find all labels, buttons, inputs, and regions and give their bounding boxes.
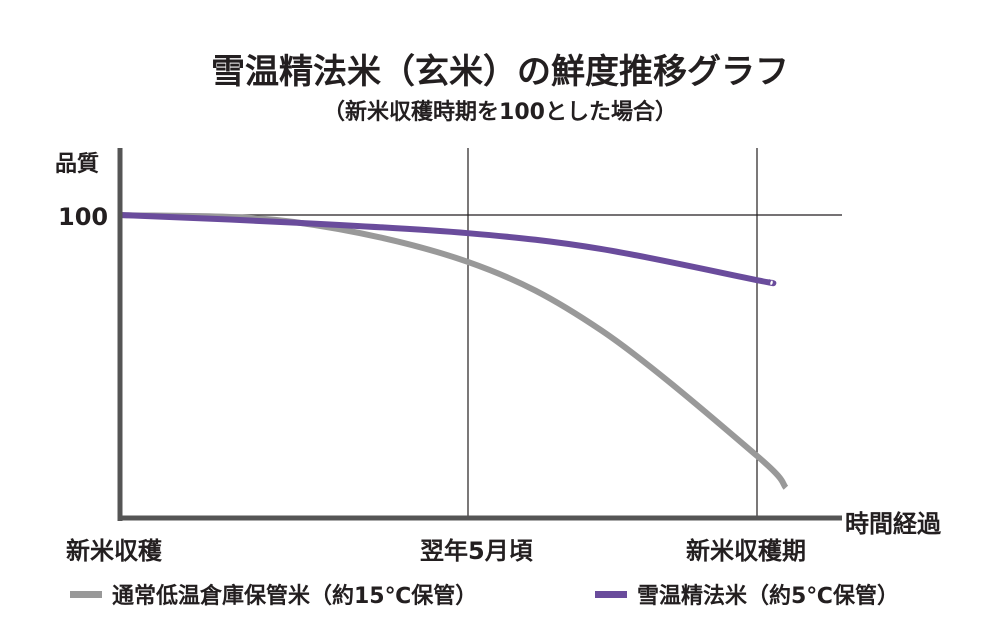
y-tick-label: 100 [58, 203, 109, 231]
legend-swatch [70, 590, 102, 598]
y-axis-label: 品質 [55, 152, 100, 177]
legend-swatch [595, 590, 627, 598]
x-axis-label: 時間経過 [845, 510, 941, 538]
legend-label: 通常低温倉庫保管米（約15℃保管） [112, 584, 478, 609]
x-tick-label: 新米収穫期 [686, 537, 806, 565]
series-line-1 [119, 212, 777, 287]
series-line-0 [119, 212, 789, 490]
x-tick-label: 新米収穫 [66, 537, 162, 565]
legend-item: 雪温精法米（約5℃保管） [595, 578, 899, 610]
chart-title: 雪温精法米（玄米）の鮮度推移グラフ [211, 52, 789, 92]
legend-item: 通常低温倉庫保管米（約15℃保管） [70, 578, 477, 610]
chart-subtitle: （新米収穫時期を100とした場合） [323, 100, 677, 125]
legend-label: 雪温精法米（約5℃保管） [637, 584, 899, 609]
x-tick-label: 翌年5月頃 [420, 537, 533, 565]
